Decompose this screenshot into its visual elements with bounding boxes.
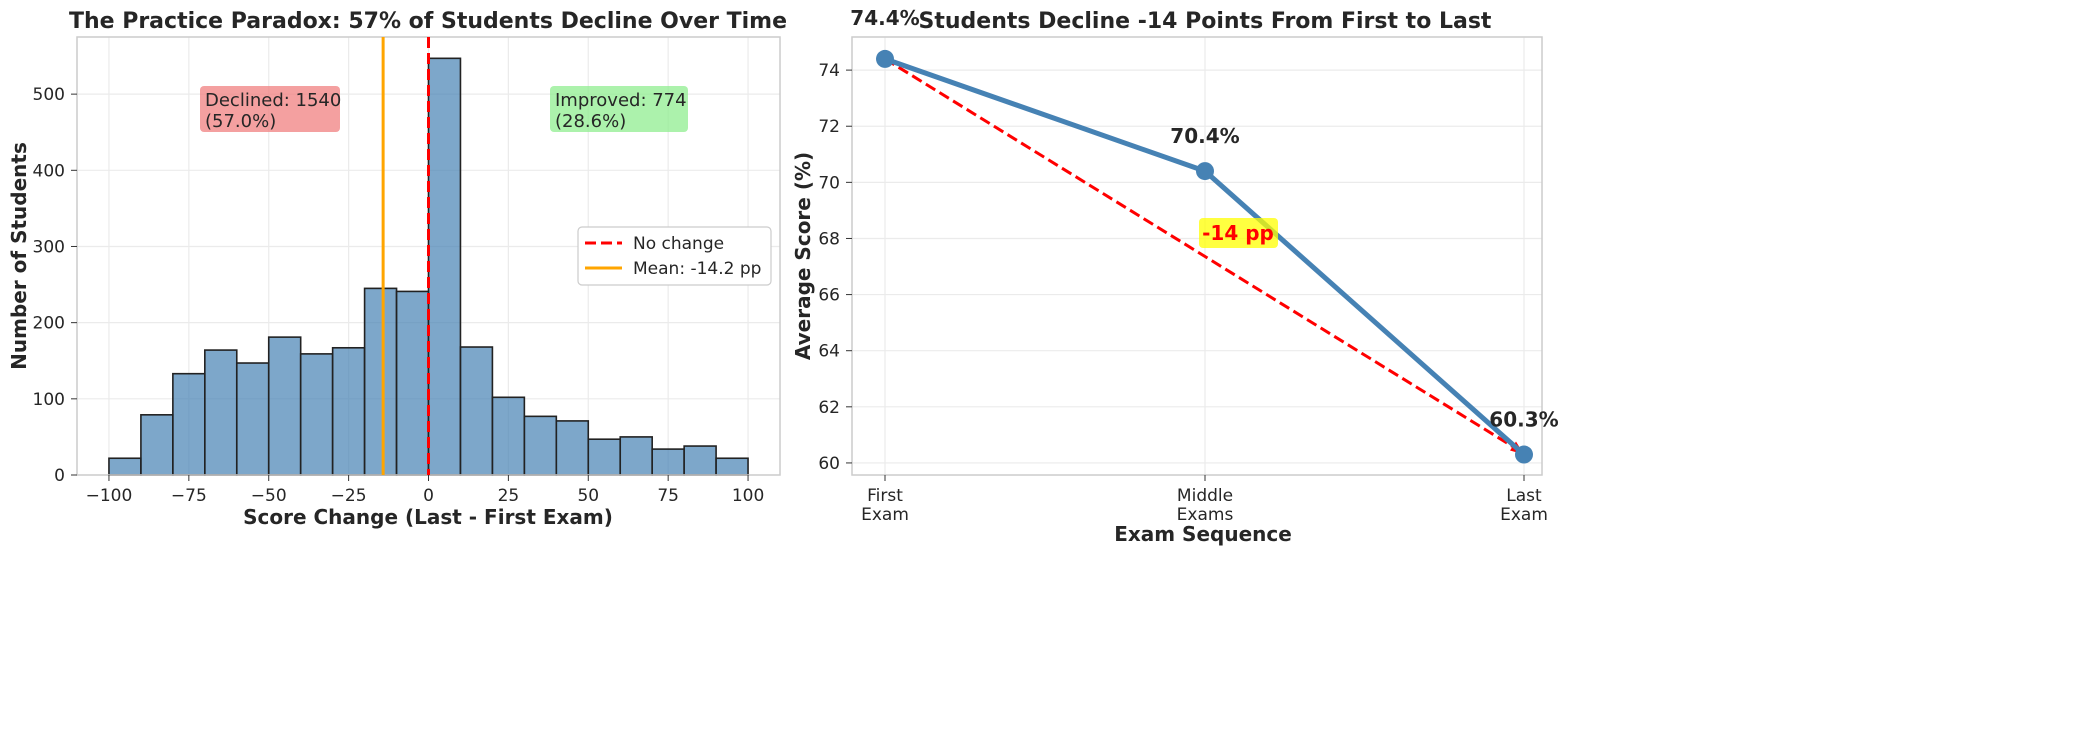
y-tick-label: 400 xyxy=(33,161,65,181)
annotation-text: (57.0%) xyxy=(205,111,276,132)
chart-title: Students Decline -14 Points From First t… xyxy=(919,9,1492,34)
improved-annotation: Improved: 774(28.6%) xyxy=(550,86,688,132)
x-tick-label: −50 xyxy=(251,486,287,506)
x-tick-label: −100 xyxy=(86,486,133,506)
histogram-bar xyxy=(331,346,366,476)
x-tick-label: Exams xyxy=(1177,505,1234,525)
histogram-bar xyxy=(363,287,398,476)
histogram-bar xyxy=(204,349,238,476)
x-axis-label: Exam Sequence xyxy=(1114,522,1292,546)
legend-box xyxy=(577,226,772,286)
histogram-bar xyxy=(555,420,590,476)
data-point xyxy=(1196,162,1214,181)
annotation-text: Improved: 774 xyxy=(555,90,687,111)
x-axis-label: Score Change (Last - First Exam) xyxy=(243,505,613,529)
histogram-bar xyxy=(172,372,206,476)
histogram-bar xyxy=(587,438,622,476)
x-tick-label: 50 xyxy=(577,486,599,506)
histogram-bar xyxy=(459,346,494,476)
legend-no-change-label: No change xyxy=(633,234,724,254)
y-tick-label: 64 xyxy=(818,342,840,362)
x-tick-label: −25 xyxy=(331,486,367,506)
histogram-bar xyxy=(651,448,685,476)
x-tick-label: 75 xyxy=(657,486,679,506)
histogram-bar xyxy=(140,414,174,476)
annotation-box xyxy=(1199,218,1278,248)
histogram-bar xyxy=(715,457,749,476)
legend-mean-label: Mean: -14.2 pp xyxy=(633,259,761,279)
line-chart-panel: 6062646668707274FirstExamMiddleExamsLast… xyxy=(791,6,1559,546)
annotation-text: -14 pp xyxy=(1202,221,1274,245)
x-tick-label: 0 xyxy=(423,486,434,506)
annotation-box xyxy=(200,86,340,132)
data-label: 70.4% xyxy=(1170,124,1239,148)
x-tick-label: Exam xyxy=(861,505,909,525)
y-tick-label: 62 xyxy=(818,398,840,418)
annotation-box xyxy=(550,86,688,132)
y-tick-label: 200 xyxy=(33,314,65,334)
histogram-bar xyxy=(523,415,558,476)
data-label: 60.3% xyxy=(1489,408,1558,432)
histogram-bar xyxy=(491,396,526,476)
histogram-bar xyxy=(683,445,717,476)
x-tick-label: First xyxy=(867,486,903,506)
histogram-bar xyxy=(235,362,270,476)
histogram-bar xyxy=(299,353,334,476)
data-label: 74.4% xyxy=(850,6,919,30)
y-tick-label: 500 xyxy=(33,85,65,105)
y-tick-label: 66 xyxy=(818,286,840,306)
histogram-panel: −100 −75 −50 −25 0 25 50 75 100 0 100 200 300 400 500 T… xyxy=(7,9,787,529)
x-tick-label: Exam xyxy=(1500,505,1548,525)
histogram-bar xyxy=(395,290,430,476)
x-tick-label: 100 xyxy=(732,486,764,506)
histogram-bar xyxy=(267,336,302,476)
x-tick-label: Middle xyxy=(1177,486,1233,506)
x-tick-label: −75 xyxy=(171,486,207,506)
y-axis-label: Number of Students xyxy=(7,142,31,370)
y-tick-label: 72 xyxy=(818,117,840,137)
y-tick-label: 0 xyxy=(54,466,65,486)
histogram-bar xyxy=(427,57,462,476)
y-axis-label: Average Score (%) xyxy=(791,152,815,360)
y-tick-label: 60 xyxy=(818,454,840,474)
data-point xyxy=(876,49,894,68)
drop-annotation: -14 pp xyxy=(1199,218,1278,248)
y-tick-label: 300 xyxy=(33,237,65,257)
histogram-bar xyxy=(619,436,653,476)
y-tick-label: 100 xyxy=(33,390,65,410)
legend: No change Mean: -14.2 pp xyxy=(577,226,772,286)
x-tick-label: Last xyxy=(1506,486,1542,506)
y-tick-label: 74 xyxy=(818,61,840,81)
chart-title: The Practice Paradox: 57% of Students De… xyxy=(69,9,787,34)
trend-arrow-line xyxy=(884,57,1517,450)
y-tick-label: 70 xyxy=(818,173,840,193)
histogram-bar xyxy=(108,457,142,476)
declined-annotation: Declined: 1540(57.0%) xyxy=(200,86,341,132)
y-tick-label: 68 xyxy=(818,229,840,249)
annotation-text: (28.6%) xyxy=(555,111,626,132)
data-point xyxy=(1515,445,1533,464)
axes-frame xyxy=(851,36,1543,476)
x-tick-label: 25 xyxy=(498,486,520,506)
annotation-text: Declined: 1540 xyxy=(205,90,341,111)
